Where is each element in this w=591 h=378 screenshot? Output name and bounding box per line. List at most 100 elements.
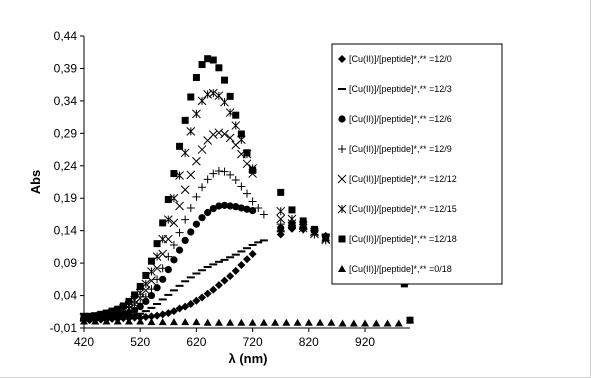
data-point	[248, 250, 257, 259]
data-point	[327, 318, 336, 326]
y-tick-label: 0,04	[54, 289, 78, 303]
data-point	[214, 128, 224, 138]
x-tick-label: 420	[74, 335, 94, 349]
data-point	[119, 302, 127, 310]
data-point	[232, 111, 240, 119]
data-point	[394, 319, 403, 327]
data-point	[338, 319, 347, 327]
legend: [Cu(II)]/[peptide]*,** =12/0 [Cu(II)]/[pe…	[331, 43, 503, 285]
data-point	[131, 291, 139, 299]
data-point	[299, 217, 307, 225]
data-point	[277, 188, 285, 196]
data-point	[198, 61, 206, 69]
data-point	[86, 312, 94, 320]
data-point	[192, 74, 200, 82]
data-point	[232, 203, 240, 211]
data-point	[203, 175, 212, 184]
data-point	[203, 289, 212, 298]
x-axis-title: λ (nm)	[229, 351, 268, 366]
legend-marker	[338, 265, 346, 272]
data-point	[276, 220, 285, 229]
data-point	[276, 206, 286, 216]
data-point	[169, 318, 178, 326]
data-point	[220, 201, 229, 209]
data-point	[180, 185, 190, 195]
data-point	[231, 121, 241, 130]
data-point	[186, 203, 195, 212]
data-point	[186, 299, 195, 308]
data-point	[181, 302, 190, 311]
data-point	[249, 166, 257, 174]
data-point	[169, 218, 179, 228]
y-tick-label: 0,44	[54, 29, 78, 43]
data-point	[141, 312, 150, 321]
data-point	[208, 130, 218, 139]
data-point	[147, 312, 156, 321]
data-point	[198, 214, 206, 222]
data-point	[237, 130, 245, 138]
data-point	[181, 215, 190, 224]
data-point	[136, 317, 145, 325]
data-point	[322, 233, 330, 241]
data-point	[97, 310, 105, 318]
data-point	[102, 309, 110, 317]
data-point	[248, 197, 257, 206]
data-point	[176, 142, 184, 150]
data-point	[153, 275, 162, 284]
legend-marker	[338, 55, 346, 63]
data-point	[147, 285, 156, 294]
data-point	[242, 159, 252, 169]
legend-marker	[338, 115, 346, 123]
data-point	[124, 317, 133, 325]
data-point	[170, 170, 178, 178]
data-point	[220, 276, 229, 285]
data-point	[197, 145, 207, 154]
data-point	[192, 156, 201, 166]
data-point	[287, 219, 297, 228]
data-point	[192, 109, 201, 119]
data-point	[209, 56, 217, 64]
data-point	[287, 214, 297, 224]
data-point	[147, 257, 155, 265]
data-point	[153, 240, 161, 248]
data-point	[271, 318, 280, 326]
data-point	[153, 311, 162, 320]
data-point	[349, 319, 358, 327]
data-point	[293, 318, 302, 326]
data-point	[175, 228, 184, 237]
data-point	[259, 318, 268, 326]
data-point	[209, 205, 217, 213]
x-tick-label: 720	[243, 335, 263, 349]
data-point	[220, 167, 229, 176]
data-point	[181, 236, 189, 244]
legend-marker	[338, 235, 346, 243]
series-triangle	[80, 317, 403, 327]
legend-marker	[337, 204, 347, 214]
data-point	[288, 206, 296, 214]
data-point	[159, 275, 167, 283]
data-point	[214, 91, 224, 101]
x-tick-label: 520	[130, 335, 150, 349]
legend-box	[331, 43, 503, 285]
data-point	[214, 281, 223, 290]
data-point	[237, 261, 246, 270]
data-point	[203, 318, 212, 326]
y-tick-label: 0,24	[54, 159, 78, 173]
series-square	[80, 55, 257, 320]
data-point	[215, 64, 223, 72]
data-point	[198, 183, 207, 192]
data-point	[214, 318, 223, 326]
data-point	[243, 255, 251, 264]
data-point	[237, 318, 246, 326]
data-point	[80, 312, 88, 320]
data-point	[91, 317, 100, 325]
x-tick-label: 820	[299, 335, 319, 349]
data-point	[316, 318, 325, 326]
data-point	[282, 318, 291, 326]
legend-entry: [Cu(II)]/[peptide]*,** =12/6	[349, 114, 452, 124]
data-point	[214, 166, 223, 175]
legend-marker	[338, 145, 346, 153]
data-point	[237, 204, 245, 212]
data-point	[175, 201, 184, 211]
data-point	[125, 297, 133, 305]
